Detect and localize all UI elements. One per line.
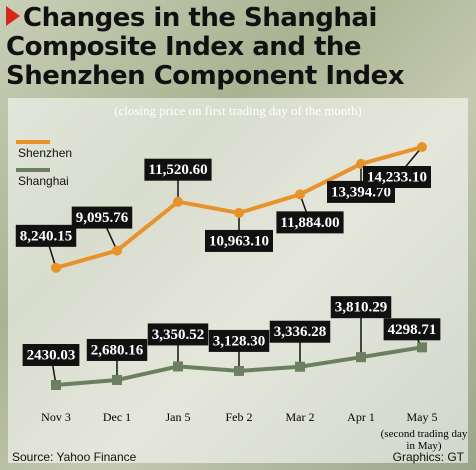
x-tick-label: May 5: [407, 410, 438, 424]
chart-title: Changes in the Shanghai Composite Index a…: [6, 4, 405, 91]
credit: Graphics: GT: [393, 450, 465, 464]
data-label: 11,884.00: [280, 215, 339, 231]
data-label-box: [86, 338, 148, 361]
legend-label: Shenzhen: [18, 146, 72, 160]
x-tick-label: Apr 1: [347, 410, 375, 424]
data-label: 10,963.10: [209, 233, 269, 249]
x-tick-label: Nov 3: [41, 410, 71, 424]
annotation: (second trading day in May): [380, 428, 468, 452]
data-label-group: 11,520.60: [144, 158, 212, 181]
title-text: Composite Index and the: [6, 32, 362, 62]
marker: [51, 262, 61, 273]
title-line: Composite Index and the: [6, 33, 404, 62]
data-label-box: [144, 158, 212, 181]
marker: [51, 380, 61, 390]
x-tick-label: Dec 1: [103, 410, 131, 424]
data-label-box: [147, 323, 209, 346]
data-label: 4298.71: [388, 322, 437, 338]
marker: [295, 361, 305, 372]
data-label: 3,350.52: [152, 327, 205, 343]
data-label-group: 8,240.15: [15, 224, 77, 247]
data-label-group: 2430.03: [22, 344, 80, 366]
source: Source: Yahoo Finance: [12, 450, 137, 464]
marker: [112, 374, 122, 385]
title-text: Changes in the Shanghai: [23, 3, 377, 33]
data-label-box: [276, 211, 344, 234]
data-label-box: [71, 206, 133, 229]
data-label: 8,240.15: [20, 228, 73, 244]
marker: [295, 189, 305, 200]
data-label-group: 4298.71: [383, 318, 441, 341]
data-label-group: 3,128.30: [208, 329, 270, 352]
data-label-group: 14,233.10: [363, 166, 431, 188]
marker: [417, 142, 427, 152]
data-label-group: 3,336.28: [269, 320, 331, 343]
marker: [234, 207, 244, 218]
data-label-box: [363, 166, 431, 188]
subtitle: (closing price on first trading day of t…: [114, 103, 362, 118]
data-label: 2,680.16: [91, 342, 144, 358]
marker: [173, 196, 183, 207]
data-label-group: 2,680.16: [86, 338, 148, 361]
data-label: 14,233.10: [367, 169, 427, 185]
data-label-box: [383, 318, 441, 341]
data-label-box: [269, 320, 331, 343]
data-label-group: 11,884.00: [276, 211, 344, 234]
data-label: 13,394.70: [331, 184, 391, 200]
title-line: Shenzhen Component Index: [6, 61, 405, 91]
x-tick-label: Feb 2: [226, 410, 253, 424]
title-line: Changes in the Shanghai: [6, 4, 404, 33]
data-label: 11,520.60: [148, 162, 207, 178]
data-label-box: [330, 296, 392, 319]
x-tick-label: Jan 5: [166, 410, 191, 424]
legend-label: Shanghai: [18, 174, 69, 188]
data-label: 2430.03: [27, 347, 76, 363]
data-label-box: [208, 329, 270, 352]
data-label-box: [22, 344, 80, 366]
title-text: Shenzhen Component Index: [6, 61, 405, 91]
data-label-group: 10,963.10: [205, 229, 273, 252]
data-label-box: [205, 229, 273, 252]
title-marker: [6, 6, 20, 26]
data-label-box: [15, 224, 77, 247]
marker: [112, 245, 122, 256]
data-label-group: 3,350.52: [147, 323, 209, 346]
data-label-group: 9,095.76: [71, 206, 133, 229]
marker: [417, 342, 427, 353]
data-label: 3,810.29: [335, 300, 388, 316]
marker: [356, 352, 366, 363]
x-tick-label: Mar 2: [286, 410, 315, 424]
marker: [234, 365, 244, 376]
data-label: 9,095.76: [76, 210, 129, 226]
marker: [173, 361, 183, 372]
plot-area: [8, 98, 468, 463]
data-label-group: 3,810.29: [330, 296, 392, 319]
data-label: 3,128.30: [213, 333, 266, 349]
data-label: 3,336.28: [274, 324, 327, 340]
